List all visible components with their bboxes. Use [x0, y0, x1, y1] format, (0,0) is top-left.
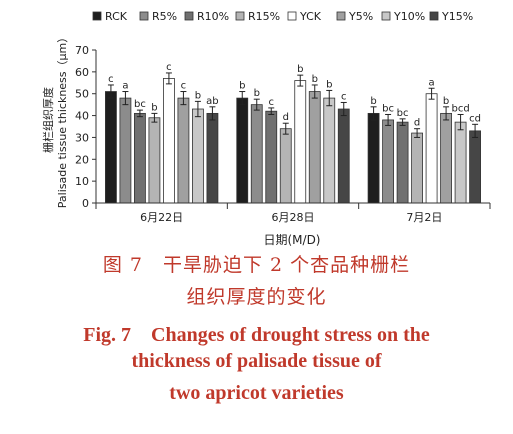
significance-letter: c	[269, 97, 275, 108]
caption-cn-line-1: 图 7 干旱胁迫下 2 个杏品种栅栏	[102, 254, 411, 276]
legend-swatch	[184, 11, 194, 21]
legend-swatch	[336, 11, 346, 21]
significance-letter: a	[122, 81, 128, 92]
significance-letter: c	[181, 81, 187, 92]
y-tick-label: 60	[75, 66, 89, 79]
caption-en-line-3: two apricot varieties	[169, 382, 344, 404]
y-axis-label-en: Palisade tissue thickness（μm）	[56, 32, 69, 208]
significance-letter: d	[283, 112, 289, 123]
bar	[119, 97, 132, 204]
significance-letter: ab	[206, 96, 218, 107]
y-tick-label: 0	[82, 197, 89, 210]
bar	[440, 112, 452, 204]
significance-letter: c	[341, 91, 347, 102]
legend-label: Y10%	[393, 10, 425, 23]
x-tick-label: 7月2日	[406, 211, 442, 224]
legend-swatch	[92, 11, 102, 21]
legend-label: YCK	[299, 10, 322, 23]
significance-letter: b	[312, 74, 318, 85]
significance-letter: b	[195, 90, 201, 101]
bar	[396, 121, 409, 204]
bar	[265, 110, 278, 204]
bar	[308, 91, 321, 204]
legend-swatch	[381, 11, 391, 21]
legend-label: RCK	[105, 10, 128, 23]
bar	[469, 130, 481, 204]
bar	[367, 112, 380, 204]
significance-letter: c	[108, 74, 114, 85]
bar	[382, 119, 394, 204]
significance-letter: b	[297, 64, 303, 75]
legend-label: R10%	[197, 10, 229, 23]
x-tick-label: 6月28日	[272, 211, 315, 224]
bar	[206, 112, 219, 204]
significance-letter: b	[370, 96, 376, 107]
bar	[323, 97, 336, 204]
bar	[337, 108, 350, 204]
bar	[411, 132, 423, 204]
caption-en-line-1: Fig. 7 Changes of drought stress on the	[83, 324, 430, 346]
y-axis-label-cn: 栅栏组织厚度	[41, 87, 55, 153]
bar	[250, 104, 263, 204]
significance-letter: d	[414, 118, 420, 129]
bar	[425, 93, 438, 204]
bar	[163, 78, 175, 204]
x-axis: 6月22日 6月28日 7月2日	[95, 202, 491, 224]
bar	[134, 112, 146, 204]
legend-swatch	[139, 11, 149, 21]
significance-letter: bc	[397, 108, 409, 119]
legend-label: R5%	[152, 10, 177, 23]
y-tick-label: 20	[75, 153, 89, 166]
significance-letter: bc	[382, 103, 394, 114]
y-axis: 0 10 20 30 40 50 60 70	[75, 44, 97, 210]
y-tick-label: 40	[75, 110, 89, 123]
legend-label: Y15%	[441, 10, 473, 23]
caption-cn-line-2: 组织厚度的变化	[186, 286, 327, 308]
legend: RCK R5% R10% R15% YCK Y5% Y10% Y15%	[92, 10, 473, 23]
bar	[454, 121, 467, 204]
significance-letter: a	[429, 77, 435, 88]
significance-letter: bc	[134, 99, 146, 110]
significance-letter: b	[443, 96, 449, 107]
bar	[279, 128, 292, 204]
legend-swatch	[429, 11, 439, 21]
legend-label: Y5%	[348, 10, 373, 23]
significance-letter: cd	[469, 113, 481, 124]
bar	[192, 108, 204, 204]
bar	[294, 80, 307, 204]
legend-label: R15%	[248, 10, 280, 23]
legend-swatch	[287, 11, 297, 21]
significance-letter: b	[239, 81, 245, 92]
bar	[236, 97, 249, 204]
significance-letter: c	[166, 62, 172, 73]
bar-chart: RCK R5% R10% R15% YCK Y5% Y10% Y15% 0 10 20 30 40 50…	[41, 10, 491, 247]
x-axis-label: 日期(M/D)	[263, 233, 320, 247]
bar	[148, 117, 161, 204]
x-tick-label: 6月22日	[140, 211, 183, 224]
bar	[177, 97, 190, 204]
significance-letter: b	[151, 102, 157, 113]
y-tick-label: 30	[75, 131, 89, 144]
y-tick-label: 50	[75, 88, 89, 101]
caption-en-line-2: thickness of palisade tissue of	[131, 350, 382, 372]
significance-letter: b	[254, 88, 260, 99]
legend-swatch	[235, 11, 245, 21]
significance-letter: b	[326, 79, 332, 90]
bar	[105, 91, 117, 204]
y-tick-label: 70	[75, 44, 89, 57]
y-tick-label: 10	[75, 175, 89, 188]
significance-letter: bcd	[451, 103, 469, 114]
